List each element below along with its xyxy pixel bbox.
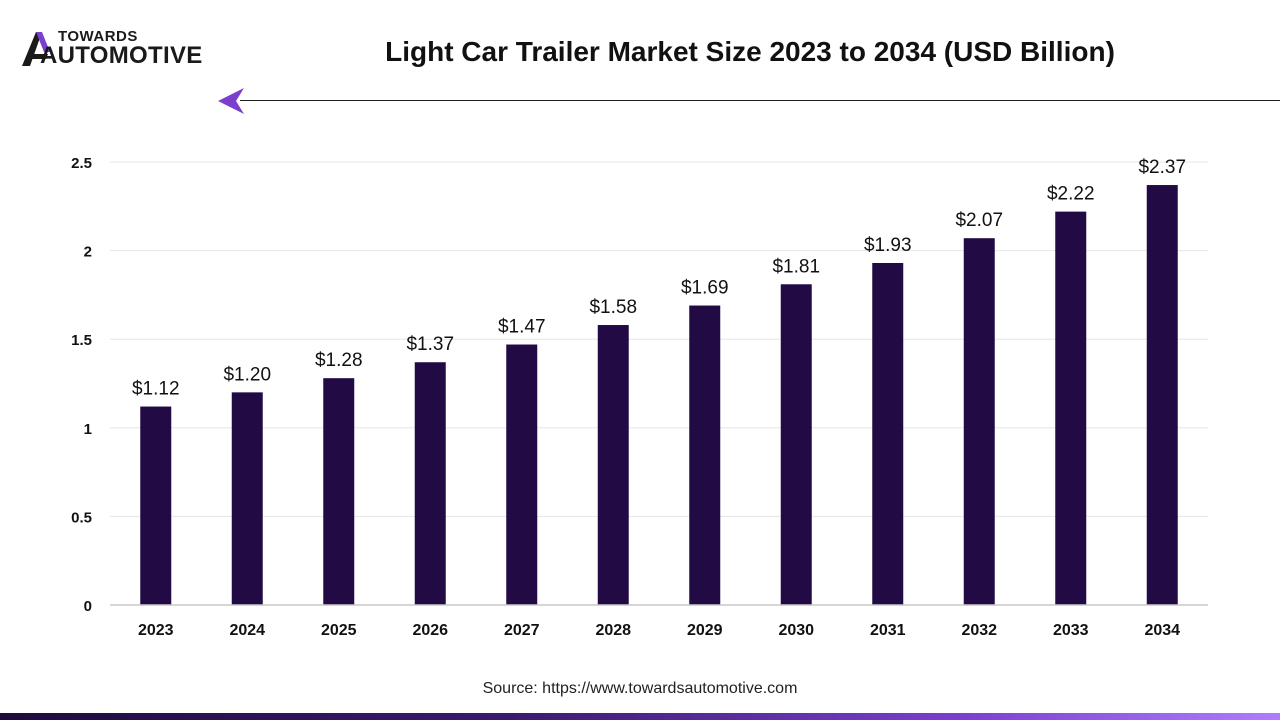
bar <box>597 325 629 605</box>
y-axis-ticks: 0 0.5 1 1.5 2 2.5 <box>71 155 92 615</box>
data-label: $2.22 <box>1047 184 1095 205</box>
data-label: $1.12 <box>132 379 180 400</box>
chart-title: Light Car Trailer Market Size 2023 to 20… <box>385 36 1115 67</box>
data-label: $2.37 <box>1138 157 1186 178</box>
x-tick-label: 2030 <box>778 622 814 639</box>
x-tick-label: 2028 <box>595 622 631 639</box>
y-tick-label: 2 <box>84 244 92 261</box>
brand-logo: TOWARDS AUTOMOTIVE <box>20 26 230 72</box>
data-label: $1.81 <box>772 256 820 277</box>
y-tick-label: 1.5 <box>71 332 92 349</box>
data-label: $1.20 <box>223 364 271 385</box>
y-tick-label: 0.5 <box>71 509 92 526</box>
bar <box>1055 211 1087 605</box>
logo-mark-icon <box>22 32 50 66</box>
x-tick-label: 2032 <box>961 622 997 639</box>
bar <box>231 392 263 605</box>
bar <box>323 378 355 605</box>
data-label: $1.37 <box>406 334 454 355</box>
y-tick-label: 2.5 <box>71 155 92 172</box>
brand-name-bottom: AUTOMOTIVE <box>40 42 203 69</box>
bar <box>1146 185 1178 605</box>
x-tick-label: 2033 <box>1053 622 1089 639</box>
brand-name-top: TOWARDS <box>58 28 138 45</box>
x-axis-ticks: 2023 2024 2025 2026 2027 2028 2029 2030 2031 2032… <box>138 622 1180 639</box>
bar <box>872 263 904 605</box>
x-tick-label: 2031 <box>870 622 906 639</box>
data-labels: $1.12 $1.20 $1.28 $1.37 $1.47 $1.58 $1.69 $1.81… <box>132 157 1186 400</box>
bars <box>140 185 1178 606</box>
bar <box>140 406 172 605</box>
y-tick-label: 1 <box>84 421 92 438</box>
bar <box>506 344 538 605</box>
x-tick-label: 2034 <box>1144 622 1180 639</box>
x-tick-label: 2025 <box>321 622 357 639</box>
bar <box>780 284 812 605</box>
data-label: $1.58 <box>589 297 637 318</box>
header-arrow-icon <box>218 88 244 114</box>
x-tick-label: 2027 <box>504 622 540 639</box>
bar <box>963 238 995 606</box>
header-divider <box>240 100 1280 101</box>
x-tick-label: 2024 <box>229 622 265 639</box>
source-note: Source: https://www.towardsautomotive.co… <box>482 680 798 697</box>
grid-lines <box>110 161 1208 517</box>
data-label: $1.69 <box>681 278 729 299</box>
data-label: $1.93 <box>864 235 912 256</box>
data-label: $1.28 <box>315 350 363 371</box>
data-label: $2.07 <box>955 210 1003 231</box>
data-label: $1.47 <box>498 317 546 338</box>
x-tick-label: 2023 <box>138 622 174 639</box>
bottom-accent-bar <box>0 713 1280 720</box>
y-tick-label: 0 <box>84 598 92 615</box>
x-tick-label: 2026 <box>412 622 448 639</box>
x-tick-label: 2029 <box>687 622 723 639</box>
bar <box>414 362 446 605</box>
bar <box>689 305 721 605</box>
